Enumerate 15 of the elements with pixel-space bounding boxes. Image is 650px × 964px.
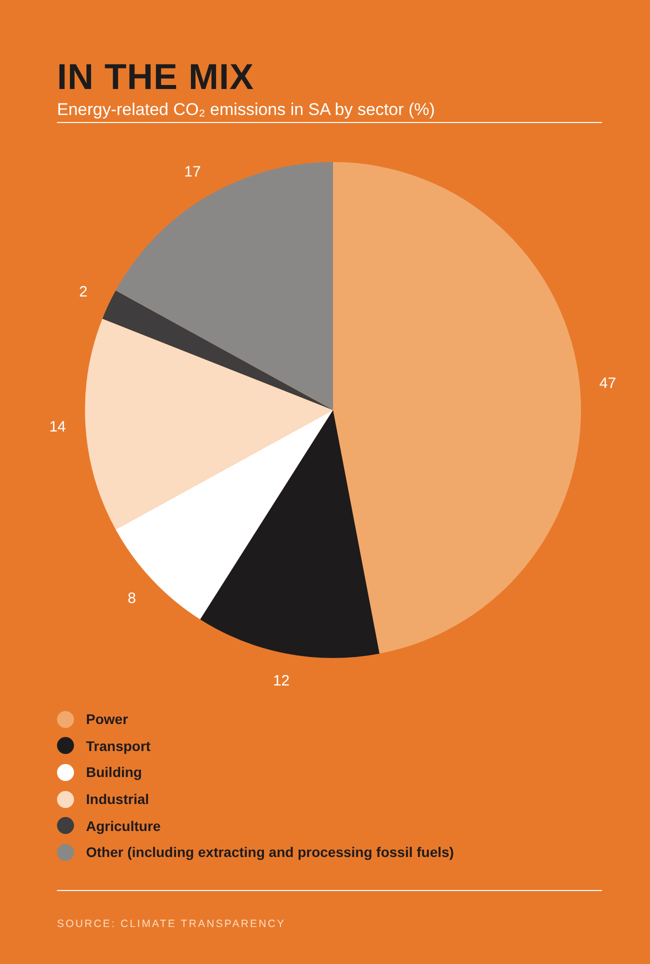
legend-label: Agriculture <box>86 818 161 834</box>
legend-label: Transport <box>86 738 151 754</box>
data-label: 14 <box>49 418 66 436</box>
source-note: SOURCE: CLIMATE TRANSPARENCY <box>57 918 286 930</box>
chart-title: IN THE MIX <box>57 56 254 98</box>
legend-label: Building <box>86 764 142 780</box>
data-label: 2 <box>79 284 88 301</box>
legend-label: Industrial <box>86 791 150 808</box>
legend-label: Other (including extracting and processing fossil fuels) <box>86 844 454 860</box>
data-label: 47 <box>599 375 616 392</box>
data-label: 17 <box>184 164 201 181</box>
data-label: 12 <box>272 672 290 690</box>
data-label: 8 <box>128 590 136 608</box>
legend-label: Power <box>86 711 128 728</box>
chart-subtitle: Energy-related CO₂ emissions in SA by sector (%) <box>57 100 435 120</box>
